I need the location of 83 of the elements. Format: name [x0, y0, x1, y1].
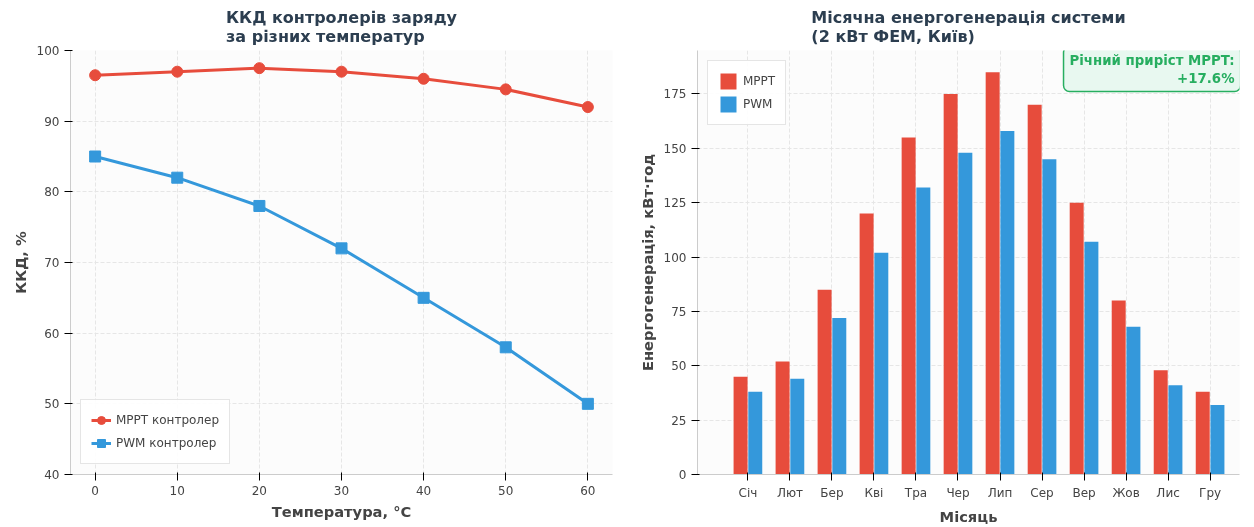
- y-tick-label: 90: [44, 114, 60, 129]
- x-tick-label: 40: [415, 483, 432, 498]
- x-axis-title: Місяць: [939, 507, 998, 525]
- bar: [1042, 159, 1057, 475]
- y-tick-label: 75: [671, 304, 687, 319]
- x-tick-label: 10: [169, 483, 185, 498]
- x-tick-label: Сер: [1030, 485, 1054, 500]
- bar: [943, 93, 958, 475]
- point: [417, 72, 430, 85]
- x-tick-label: 50: [498, 483, 514, 498]
- bar: [790, 378, 805, 475]
- bar: [1168, 385, 1183, 475]
- x-tick-label: Січ: [738, 485, 758, 500]
- x-tick-label: 60: [580, 483, 596, 498]
- x-tick-label: Чер: [946, 485, 970, 500]
- bar: [916, 187, 931, 475]
- y-tick-label: 150: [663, 141, 687, 156]
- y-axis-title: ККД, %: [11, 231, 29, 294]
- y-tick-label: 50: [671, 359, 687, 374]
- y-tick-label: 100: [663, 250, 687, 265]
- annotation: Річний приріст MPPT: +17.6%: [1069, 52, 1235, 86]
- point: [499, 83, 512, 96]
- y-tick-label: 40: [44, 468, 60, 482]
- legend-label: MPPT: [743, 74, 776, 88]
- y-tick-label: 125: [663, 196, 687, 211]
- point: [417, 291, 430, 304]
- bar: [901, 137, 916, 475]
- bar: [1027, 104, 1042, 475]
- point: [171, 65, 184, 78]
- y-axis-title: Енергогенерація, кВт·год: [638, 153, 656, 372]
- bar: [733, 376, 748, 475]
- x-tick-label: 30: [333, 483, 350, 498]
- bar: [1069, 202, 1084, 475]
- point: [89, 150, 102, 163]
- bar: [1210, 404, 1225, 475]
- y-tick-label: 60: [44, 326, 60, 341]
- legend-label: MPPT контролер: [116, 413, 220, 427]
- bar: [1126, 326, 1141, 475]
- bar: [874, 252, 889, 475]
- bar: [1111, 300, 1126, 475]
- point: [335, 65, 348, 78]
- x-tick-label: Лют: [776, 485, 803, 500]
- x-tick-label: Кві: [864, 485, 884, 500]
- bar: [1000, 130, 1015, 475]
- legend-label: PWM контролер: [116, 436, 217, 450]
- x-tick-label: Лис: [1156, 485, 1180, 500]
- x-tick-label: Вер: [1072, 485, 1096, 500]
- y-tick-label: 0: [678, 468, 687, 482]
- bar: [832, 317, 847, 475]
- y-tick-label: 25: [671, 413, 687, 428]
- x-tick-label: Жов: [1112, 485, 1140, 500]
- y-tick-label: 50: [44, 397, 60, 412]
- x-tick-label: Лип: [987, 485, 1013, 500]
- bar: [817, 289, 832, 475]
- bar: [775, 361, 790, 475]
- y-tick-label: 80: [44, 185, 60, 200]
- x-tick-label: Бер: [820, 485, 844, 500]
- x-tick-label: Гру: [1199, 485, 1222, 500]
- chart-title: Місячна енергогенерація системи (2 кВт ФЕМ, Київ): [811, 7, 1126, 46]
- x-tick-label: 0: [91, 483, 99, 498]
- bar: [859, 213, 874, 475]
- point: [581, 397, 594, 410]
- chart-title: ККД контролерів заряду за різних температур: [226, 7, 458, 46]
- point: [89, 69, 102, 82]
- bar: [1084, 241, 1099, 475]
- point: [335, 242, 348, 255]
- bar: [1153, 370, 1168, 475]
- y-tick-label: 175: [663, 87, 687, 102]
- bar: [1195, 391, 1210, 475]
- point: [253, 62, 266, 75]
- x-axis-title: Температура, °C: [271, 502, 412, 520]
- x-tick-label: Тра: [903, 485, 928, 500]
- point: [253, 199, 266, 212]
- y-tick-label: 70: [44, 256, 60, 270]
- bar: [748, 391, 763, 475]
- y-tick-label: 100: [36, 44, 60, 58]
- bar: [958, 152, 973, 475]
- legend-label: PWM: [743, 97, 773, 111]
- point: [171, 171, 184, 184]
- bar: [985, 72, 1000, 475]
- point: [581, 101, 594, 114]
- x-tick-label: 20: [251, 483, 268, 498]
- point: [499, 341, 512, 354]
